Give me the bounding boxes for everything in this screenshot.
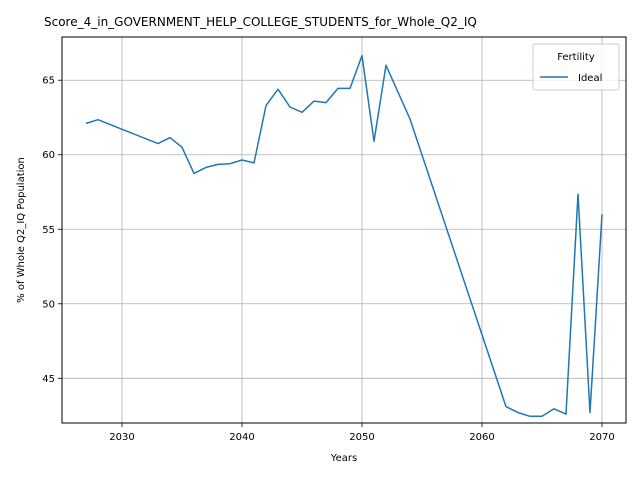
- legend-label-ideal: Ideal: [578, 73, 602, 84]
- legend: Fertility Ideal: [532, 43, 620, 91]
- x-tick-label: 2070: [589, 432, 614, 443]
- y-tick-label: 45: [42, 374, 55, 385]
- x-tick-label: 2030: [109, 432, 134, 443]
- x-tick-label: 2040: [229, 432, 254, 443]
- series-line-ideal: [85, 54, 603, 418]
- y-tick-label: 60: [42, 150, 55, 161]
- x-tick-label: 2060: [469, 432, 494, 443]
- axis-ticks: 2030 2040 2050 2060 2070 45 50 55 60 65: [42, 76, 614, 443]
- series-layer: [85, 54, 603, 418]
- y-tick-label: 50: [42, 299, 55, 310]
- chart-title: Score_4_in_GOVERNMENT_HELP_COLLEGE_STUDE…: [44, 15, 477, 29]
- plot-frame: [61, 36, 627, 424]
- x-axis-label: Years: [330, 453, 357, 464]
- y-axis-label: % of Whole Q2_IQ Population: [16, 157, 27, 303]
- legend-box: [532, 43, 620, 91]
- legend-title: Fertility: [557, 52, 595, 63]
- y-tick-label: 55: [42, 225, 55, 236]
- y-tick-label: 65: [42, 76, 55, 87]
- grid-lines: [62, 37, 626, 423]
- x-tick-label: 2050: [349, 432, 374, 443]
